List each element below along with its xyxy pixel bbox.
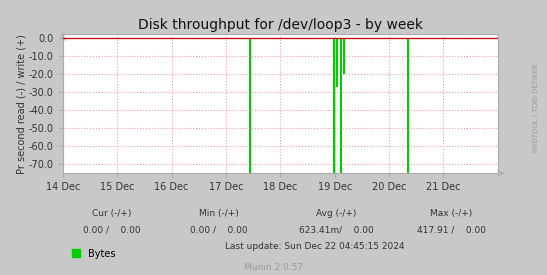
Legend: Bytes: Bytes xyxy=(68,245,120,263)
Text: Avg (-/+): Avg (-/+) xyxy=(316,209,357,218)
Text: 0.00 /    0.00: 0.00 / 0.00 xyxy=(83,226,141,234)
Text: Min (-/+): Min (-/+) xyxy=(199,209,238,218)
Text: Last update: Sun Dec 22 04:45:15 2024: Last update: Sun Dec 22 04:45:15 2024 xyxy=(225,242,404,251)
Title: Disk throughput for /dev/loop3 - by week: Disk throughput for /dev/loop3 - by week xyxy=(138,18,423,32)
Text: 623.41m/    0.00: 623.41m/ 0.00 xyxy=(299,226,374,234)
Text: 0.00 /    0.00: 0.00 / 0.00 xyxy=(190,226,248,234)
Text: Cur (-/+): Cur (-/+) xyxy=(92,209,132,218)
Text: Max (-/+): Max (-/+) xyxy=(430,209,473,218)
Text: RRDTOOL / TOBI OETIKER: RRDTOOL / TOBI OETIKER xyxy=(533,63,539,152)
Text: 417.91 /    0.00: 417.91 / 0.00 xyxy=(417,226,486,234)
Text: Munin 2.0.57: Munin 2.0.57 xyxy=(244,263,303,272)
Y-axis label: Pr second read (-) / write (+): Pr second read (-) / write (+) xyxy=(16,34,26,174)
